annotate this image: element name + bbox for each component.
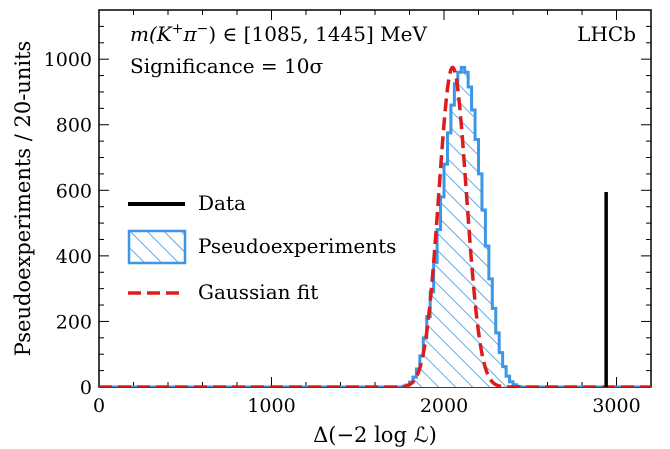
legend-label-pseudoexperiments: Pseudoexperiments	[198, 234, 396, 258]
legend-label-gaussian-fit: Gaussian fit	[198, 280, 318, 304]
pseudoexperiments-histogram-outline	[99, 65, 651, 387]
x-axis-title: Δ(−2 log ℒ)	[313, 423, 437, 447]
x-tick-label: 1000	[247, 395, 295, 417]
y-tick-label: 400	[56, 246, 92, 268]
legend: Data Pseudoexperiments Gaussian fit	[127, 191, 396, 304]
legend-swatch-pseudoexperiments	[127, 229, 187, 265]
y-tick-label: 200	[56, 311, 92, 333]
y-tick-label: 800	[56, 115, 92, 137]
pseudoexperiments-histogram-fill	[99, 67, 651, 387]
x-tick-label: 0	[93, 395, 105, 417]
y-tick-labels: 0 200 400 600 800 1000	[44, 49, 92, 399]
y-axis-title: Pseudoexperiments / 20-units	[11, 41, 35, 357]
plot-area	[99, 65, 651, 387]
y-tick-label: 0	[80, 377, 92, 399]
x-tick-labels: 0 1000 2000 3000	[93, 395, 641, 417]
legend-label-data: Data	[198, 191, 246, 215]
significance-annotation: Significance = 10σ	[130, 54, 323, 78]
mass-range-annotation: m(K+π−) ∈ [1085, 1445] MeV	[130, 21, 427, 46]
gaussian-fit-curve	[99, 65, 651, 387]
x-tick-label: 2000	[420, 395, 468, 417]
x-tick-label: 3000	[592, 395, 640, 417]
y-tick-label: 600	[56, 180, 92, 202]
y-tick-label: 1000	[44, 49, 92, 71]
axis-ticks	[98, 9, 652, 388]
lhcb-label: LHCb	[577, 22, 636, 46]
